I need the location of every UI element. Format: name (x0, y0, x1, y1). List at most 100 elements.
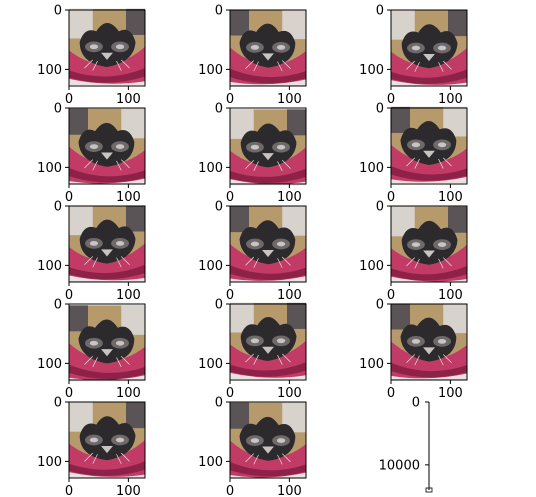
y-tick-label: 0 (376, 298, 384, 313)
x-tick-label: 0 (387, 190, 395, 205)
cat-picture (69, 402, 145, 478)
x-tick-label: 0 (387, 92, 395, 107)
axes-frame (390, 107, 468, 185)
cat-picture (391, 206, 467, 283)
x-tick-label: 0 (387, 288, 395, 303)
y-tick-label: 100 (37, 455, 62, 470)
cat-picture (230, 302, 306, 379)
x-tick-label: 100 (277, 288, 302, 303)
axes-frame (68, 401, 146, 479)
x-tick-label: 100 (438, 92, 463, 107)
x-tick-label: 100 (277, 484, 302, 497)
y-tick-label: 0 (376, 102, 384, 117)
cat-image (69, 8, 145, 85)
cat-image (391, 303, 467, 380)
x-tick-label: 100 (438, 190, 463, 205)
cat-picture (230, 9, 306, 86)
cat-image (69, 305, 145, 382)
cat-image (391, 106, 467, 183)
squashed-x-tick-glyph (425, 487, 433, 493)
x-tick-label: 0 (65, 190, 73, 205)
y-tick-label: 0 (215, 102, 223, 117)
cat-image (391, 206, 467, 283)
cat-picture (69, 205, 145, 282)
axes-frame (229, 107, 307, 185)
y-tick-label: 100 (359, 161, 384, 176)
x-tick-label: 100 (116, 484, 141, 497)
x-tick-label: 0 (65, 386, 73, 401)
x-tick-label: 100 (116, 190, 141, 205)
x-tick-label: 0 (226, 484, 234, 497)
cat-image (391, 10, 467, 86)
cat-picture (230, 206, 306, 282)
y-tick-label: 100 (198, 357, 223, 372)
axes-frame (229, 303, 307, 381)
y-tick-label: 0 (54, 396, 62, 411)
y-tick-label: 0 (215, 200, 223, 215)
x-tick-label: 0 (226, 92, 234, 107)
y-tick-label: 100 (359, 259, 384, 274)
axes-frame (390, 9, 468, 87)
axes-frame (68, 107, 146, 185)
panel-14: 0 100 0 100 (198, 396, 307, 497)
y-tick-label: 100 (37, 63, 62, 78)
axes-frame (68, 9, 146, 87)
cat-image (230, 206, 306, 282)
y-tick-label: 100 (37, 259, 62, 274)
y-tick-label: 100 (198, 455, 223, 470)
y-tick-label: 100 (198, 63, 223, 78)
cat-image (69, 402, 145, 478)
x-tick-label: 0 (226, 190, 234, 205)
y-tick-label: 0 (54, 102, 62, 117)
cat-image (69, 205, 145, 282)
axes-frame (390, 303, 468, 381)
axes-frame (229, 205, 307, 283)
axes-frame (229, 401, 307, 479)
y-tick-label: 0 (215, 4, 223, 19)
y-tick-label: 0 (376, 200, 384, 215)
cat-image (230, 402, 306, 479)
x-tick-label: 100 (438, 386, 463, 401)
axes-frame (68, 303, 146, 381)
cat-image (230, 109, 306, 186)
x-tick-label: 100 (277, 386, 302, 401)
y-tick-label: 0 (54, 4, 62, 19)
x-tick-label: 0 (65, 484, 73, 497)
x-tick-label: 100 (277, 92, 302, 107)
cat-image (230, 9, 306, 86)
cat-picture (69, 8, 145, 85)
axes-frame (68, 205, 146, 283)
y-tick-label: 0 (54, 298, 62, 313)
y-tick-label: 100 (37, 357, 62, 372)
x-tick-label: 0 (387, 386, 395, 401)
panel-13: 0 100 0 100 (37, 396, 146, 497)
y-tick-label: 0 (412, 396, 420, 411)
y-tick-label: 100 (198, 161, 223, 176)
x-tick-label: 0 (226, 288, 234, 303)
cat-picture (391, 303, 467, 380)
y-tick-label: 100 (37, 161, 62, 176)
axes-frame (229, 9, 307, 87)
x-tick-label: 100 (116, 288, 141, 303)
cat-picture (230, 402, 306, 479)
x-tick-label: 100 (277, 190, 302, 205)
cat-picture (391, 10, 467, 86)
panel-15: 0 10000 (379, 396, 433, 493)
y-tick-label: 10000 (379, 458, 420, 473)
y-tick-label: 100 (359, 357, 384, 372)
cat-image (69, 108, 145, 185)
x-tick-label: 100 (116, 92, 141, 107)
x-tick-label: 0 (65, 288, 73, 303)
